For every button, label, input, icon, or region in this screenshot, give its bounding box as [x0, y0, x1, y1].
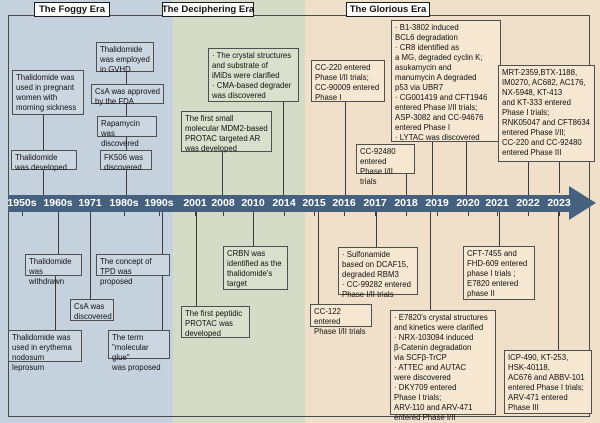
year-label-2020: 2020 — [456, 197, 480, 209]
year-label-2010: 2010 — [241, 197, 265, 209]
year-tick — [497, 212, 498, 216]
connector-line — [430, 212, 431, 310]
connector-line — [58, 212, 59, 254]
connector-line — [406, 174, 407, 195]
event-box-thalidomide-developed: Thalidomide was developed — [11, 150, 77, 172]
connector-line — [126, 137, 127, 150]
connector-line — [43, 115, 44, 150]
year-label-2008: 2008 — [211, 197, 235, 209]
event-box-e7820-list: · E7820's crystal structures and kinetic… — [390, 310, 496, 422]
event-box-thalidomide-withdrawn: Thalidomide was withdrawn — [25, 254, 82, 286]
event-box-csa-approved-fda: CsA was approved by the FDA — [91, 84, 164, 106]
connector-line — [55, 276, 56, 330]
year-tick — [90, 212, 91, 216]
year-tick — [468, 212, 469, 216]
year-label-2016: 2016 — [332, 197, 356, 209]
connector-line — [376, 212, 377, 247]
event-box-cc122: CC-122 entered Phase I/II trials — [310, 304, 372, 336]
year-label-2018: 2018 — [394, 197, 418, 209]
connector-line — [466, 142, 467, 195]
year-label-2001: 2001 — [183, 197, 207, 209]
event-box-peptidic-protac: The first peptidic PROTAC was developed — [181, 306, 250, 338]
timeline-bar — [8, 195, 571, 212]
event-box-molecular-glue-term: The term "molecular glue" was proposed — [108, 330, 170, 372]
year-tick — [284, 212, 285, 216]
event-box-rapamycin-discovered: Rapamycin was discovered — [97, 116, 157, 148]
year-label-2014: 2014 — [272, 197, 296, 209]
event-box-fk506-discovered: FK506 was discovered — [100, 150, 152, 172]
year-tick — [159, 212, 160, 216]
event-box-thalidomide-pregnant-women: Thalidomide was used in pregnant women w… — [12, 70, 84, 115]
event-box-cc92480: CC-92480 entered Phase I/II trials — [356, 144, 415, 186]
year-tick — [528, 212, 529, 216]
connector-line — [559, 162, 560, 193]
event-box-thalidomide-gvhd: Thalidomide was employed in GVHD — [96, 42, 154, 74]
year-label-1950s: 1950s — [7, 197, 37, 209]
event-box-csa-discovered: CsA was discovered — [70, 299, 114, 321]
connector-line — [126, 104, 127, 116]
connector-line — [432, 142, 433, 195]
year-tick — [406, 212, 407, 216]
year-tick — [58, 212, 59, 216]
event-box-tpd-concept: The concept of TPD was proposed — [96, 254, 170, 286]
event-box-mdm2-protac: The first small molecular MDM2-based PRO… — [181, 111, 272, 153]
year-label-1980s: 1980s — [109, 197, 139, 209]
event-box-cft7455-fhd609: CFT-7455 and FHD-609 entered phase I tri… — [463, 246, 535, 300]
year-label-2015: 2015 — [302, 197, 326, 209]
connector-line — [283, 102, 284, 195]
year-tick — [223, 212, 224, 216]
year-tick — [22, 212, 23, 216]
connector-line — [126, 72, 127, 84]
event-box-b1-3802-list: · B1-3802 induced BCL6 degradation · CR8… — [391, 20, 501, 142]
connector-line — [253, 212, 254, 246]
year-tick — [195, 212, 196, 216]
connector-line — [222, 152, 223, 195]
year-tick — [124, 212, 125, 216]
year-label-2019: 2019 — [425, 197, 449, 209]
year-tick — [559, 212, 560, 216]
year-label-2017: 2017 — [363, 197, 387, 209]
year-label-2023: 2023 — [547, 197, 571, 209]
connector-line — [318, 212, 319, 304]
year-label-1990s: 1990s — [144, 197, 174, 209]
year-tick — [314, 212, 315, 216]
connector-line — [558, 212, 559, 350]
event-box-mrt2359-list: MRT-2359,BTX-1188, IM0270, AC682, AC176,… — [498, 65, 595, 162]
year-label-2022: 2022 — [516, 197, 540, 209]
era-header-deciphering: The Deciphering Era — [161, 2, 255, 17]
year-tick — [253, 212, 254, 216]
event-box-cc220-cc90009: CC-220 entered Phase I/II trials; CC-900… — [311, 60, 385, 102]
era-header-foggy: The Foggy Era — [34, 2, 110, 17]
event-box-sulfonamide-dcaf15: · Sulfonamide based on DCAF15, degraded … — [338, 247, 418, 299]
connector-line — [162, 212, 163, 254]
timeline-arrowhead-icon — [569, 186, 596, 220]
connector-line — [43, 170, 44, 195]
connector-line — [196, 212, 197, 306]
era-header-glorious: The Glorious Era — [346, 2, 430, 17]
year-label-1971: 1971 — [78, 197, 102, 209]
year-label-1960s: 1960s — [43, 197, 73, 209]
event-box-icp490-list: ICP-490, KT-253, HSK-40118, AC676 and AB… — [504, 350, 592, 414]
event-box-crbn-target: CRBN was identified as the thalidomide's… — [223, 246, 288, 290]
connector-line — [126, 170, 127, 195]
connector-line — [90, 212, 91, 299]
event-box-thalidomide-erythema: Thalidomide was used in erythema nodosum… — [8, 330, 82, 372]
connector-line — [345, 102, 346, 195]
year-tick — [344, 212, 345, 216]
event-box-imid-crystal-structures: · The crystal structures and substrate o… — [208, 48, 299, 102]
connector-line — [499, 212, 500, 246]
year-tick — [375, 212, 376, 216]
connector-line — [528, 162, 529, 195]
connector-line — [162, 276, 163, 330]
year-tick — [437, 212, 438, 216]
year-label-2021: 2021 — [485, 197, 509, 209]
